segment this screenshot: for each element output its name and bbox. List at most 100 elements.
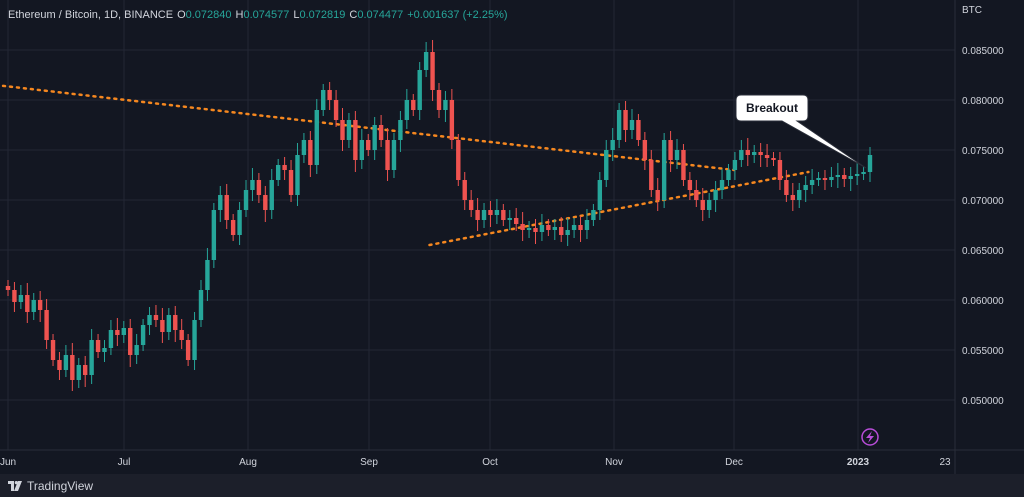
y-tick-label: 0.050000 <box>962 396 1004 407</box>
candle-body <box>481 210 487 220</box>
candle-body <box>346 120 352 140</box>
y-axis: BTC 0.085000 0.080000 0.075000 0.070000 0.06… <box>962 5 1004 407</box>
candle-body <box>552 227 557 230</box>
candle-body <box>108 330 114 348</box>
candle-body <box>816 178 821 180</box>
trendline-lower <box>428 170 810 247</box>
x-tick-label: Oct <box>482 457 498 468</box>
candle-body <box>314 110 319 165</box>
candle-body <box>321 90 326 110</box>
candle-body <box>700 200 705 210</box>
candle-body <box>391 140 397 170</box>
tradingview-icon <box>8 480 22 491</box>
candle-body <box>842 175 847 179</box>
candle-body <box>475 210 480 220</box>
price-chart[interactable]: BTC 0.085000 0.080000 0.075000 0.070000 0.06… <box>0 0 1024 474</box>
candle-body <box>160 320 165 332</box>
candle-body <box>533 228 538 232</box>
candle-body <box>128 328 133 355</box>
candle-body <box>867 155 873 172</box>
candle-body <box>681 150 686 180</box>
candle-body <box>604 150 609 180</box>
candle-body <box>211 210 217 260</box>
candle-body <box>449 100 455 140</box>
candle-body <box>610 140 615 150</box>
open-value: 0.072840 <box>185 9 232 21</box>
candle-body <box>559 227 564 235</box>
candle-body <box>76 365 81 380</box>
candle-body <box>25 295 30 312</box>
x-tick-label: 2023 <box>847 457 870 468</box>
candle-body <box>758 152 763 155</box>
candle-body <box>95 340 101 352</box>
chart-background <box>0 0 1024 474</box>
candle-body <box>623 110 628 130</box>
candle-body <box>82 365 88 375</box>
brand-name: TradingView <box>27 478 94 493</box>
candle-body <box>121 328 126 335</box>
candle-body <box>854 174 860 176</box>
candle-body <box>501 210 506 220</box>
candle-body <box>301 140 307 155</box>
candle-body <box>797 190 802 200</box>
candle-body <box>102 348 107 352</box>
candle-body <box>179 330 184 340</box>
candle-body <box>456 140 461 180</box>
candle-body <box>584 220 590 230</box>
candle-body <box>263 195 268 210</box>
candle-body <box>256 180 262 195</box>
candle-body <box>50 340 56 360</box>
candle-body <box>771 158 776 160</box>
bolt-icon[interactable] <box>861 428 879 446</box>
candle-body <box>378 125 384 140</box>
candle-body <box>308 140 313 165</box>
candle-body <box>12 290 17 302</box>
candle-body <box>822 178 828 180</box>
candle-body <box>57 360 62 370</box>
candle-body <box>520 224 525 230</box>
candle-body <box>385 140 390 170</box>
candle-body <box>237 210 242 235</box>
candle-body <box>70 355 75 380</box>
candle-body <box>63 355 69 370</box>
candle-body <box>372 125 377 150</box>
x-tick-label: Nov <box>605 457 623 468</box>
candle-body <box>809 180 815 185</box>
candle-body <box>636 120 641 140</box>
candle-body <box>243 190 249 210</box>
candle-body <box>282 165 287 170</box>
candle-body <box>752 152 757 155</box>
candle-body <box>89 340 94 375</box>
x-tick-label: Jun <box>0 457 16 468</box>
candle-body <box>694 190 699 200</box>
x-tick-label: Dec <box>725 457 743 468</box>
candle-body <box>205 260 210 290</box>
x-tick-label: 23 <box>939 457 951 468</box>
candle-body <box>134 345 139 355</box>
candlestick-series <box>5 40 873 391</box>
candle-body <box>687 180 693 190</box>
footer-bar: TradingView <box>0 474 1024 497</box>
candle-body <box>333 100 339 120</box>
candle-body <box>494 210 500 215</box>
candle-body <box>829 177 834 180</box>
candle-body <box>218 195 223 210</box>
candle-body <box>288 170 294 195</box>
tradingview-logo[interactable]: TradingView <box>8 479 93 493</box>
candle-body <box>269 180 274 210</box>
candle-body <box>546 225 551 230</box>
candle-body <box>5 286 11 290</box>
candle-body <box>719 180 725 190</box>
y-tick-label: 0.075000 <box>962 146 1004 157</box>
candle-body <box>31 300 36 312</box>
candle-body <box>578 225 583 230</box>
candle-body <box>147 315 152 325</box>
candle-body <box>668 140 673 160</box>
candle-body <box>848 176 853 179</box>
candle-body <box>423 52 429 70</box>
candle-body <box>616 110 622 140</box>
y-tick-label: 0.080000 <box>962 96 1004 107</box>
candle-body <box>275 165 281 180</box>
candle-body <box>726 170 731 180</box>
candle-body <box>655 190 660 200</box>
